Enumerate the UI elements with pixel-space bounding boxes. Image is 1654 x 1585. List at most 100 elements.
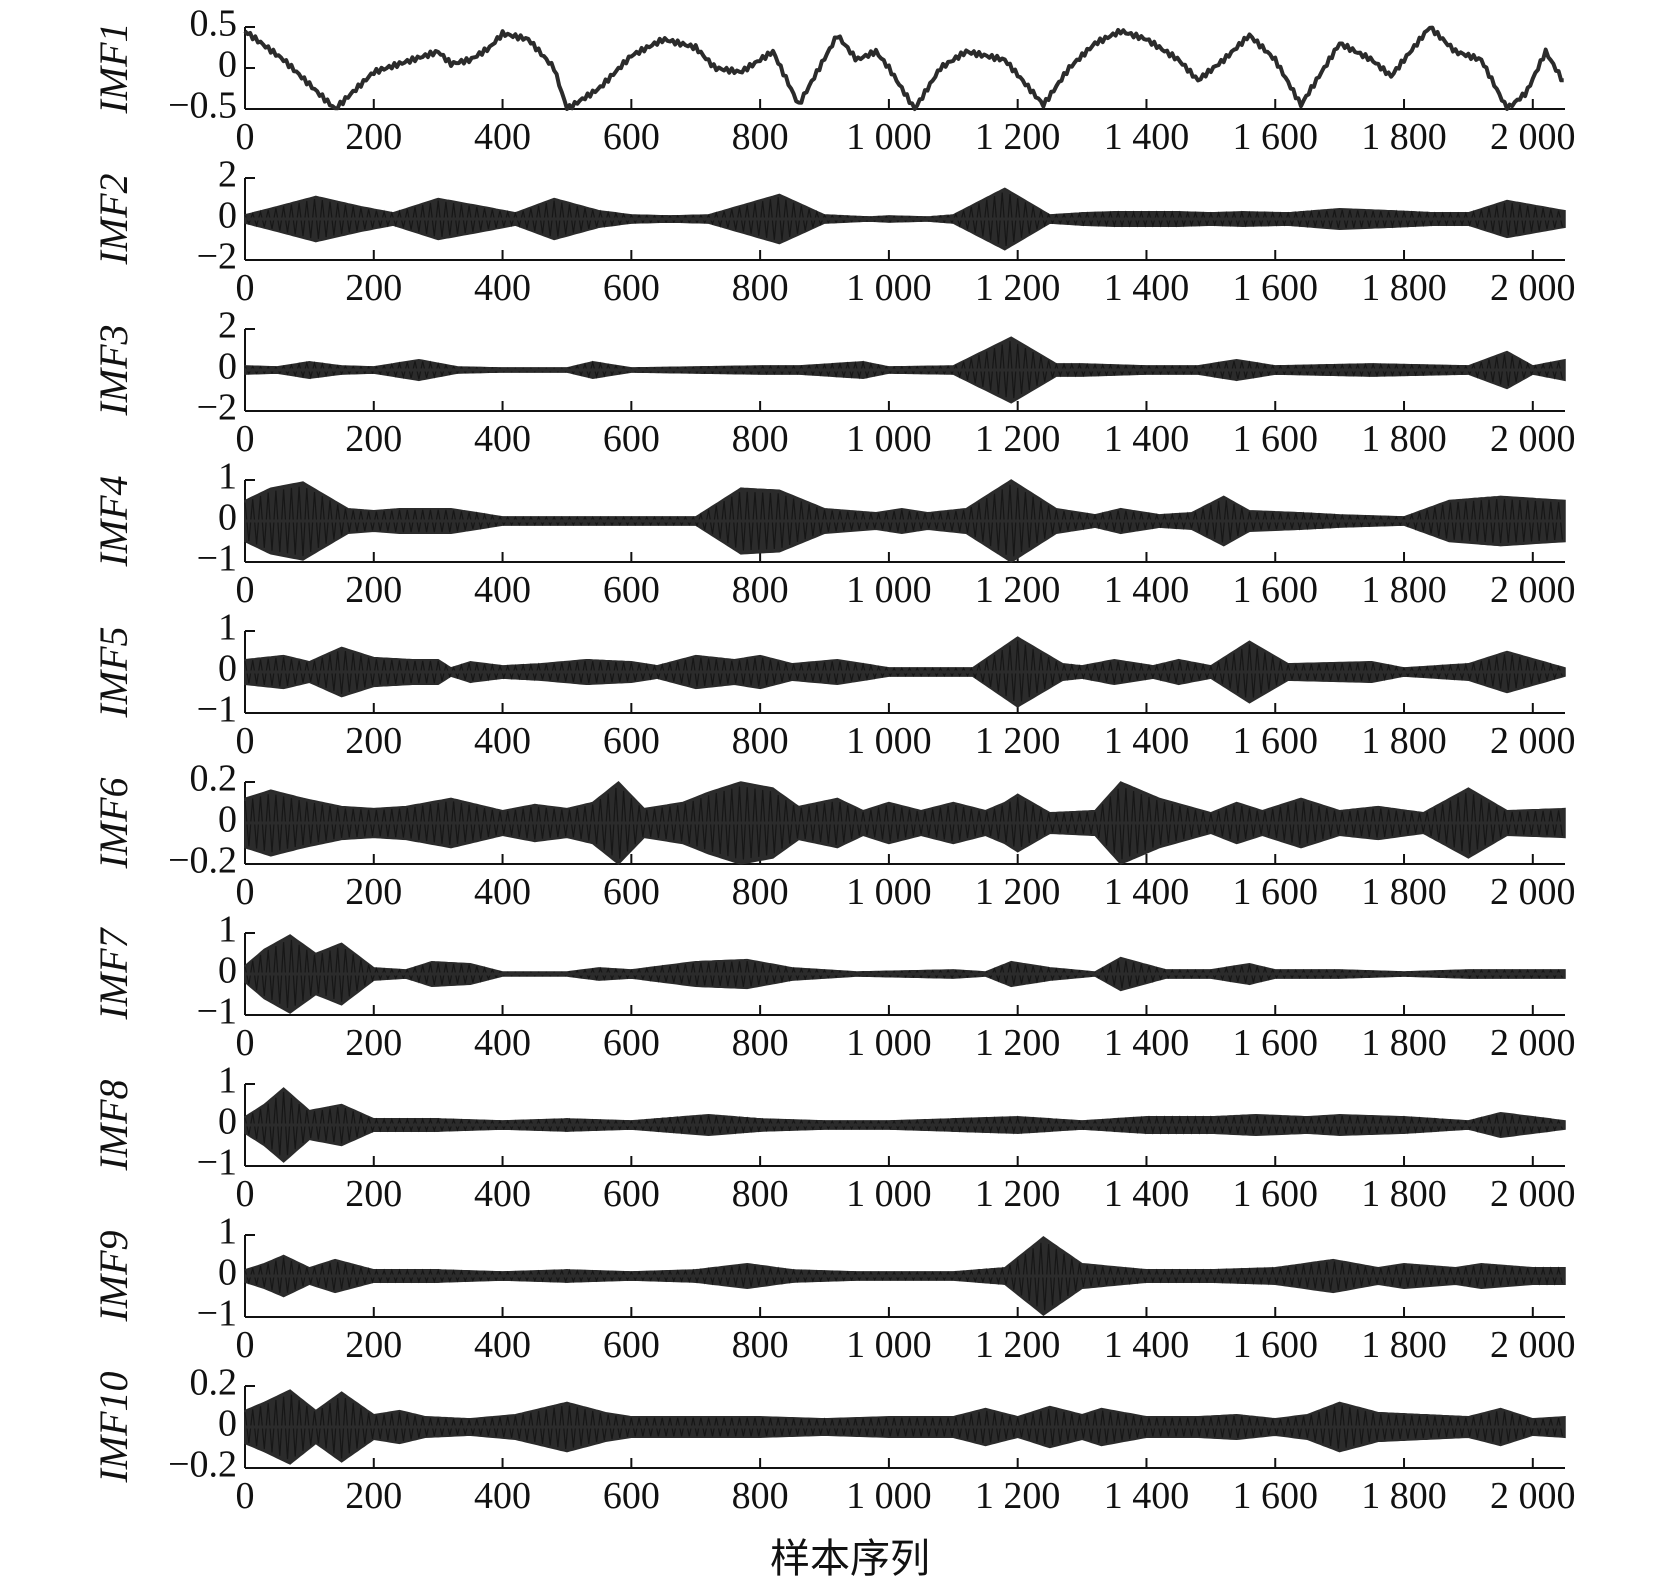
y-tick-label: 2 xyxy=(218,305,237,347)
x-axis-title: 样本序列 xyxy=(770,1536,930,1581)
x-tick-label: 1 400 xyxy=(1104,1173,1190,1215)
x-tick-label: 400 xyxy=(474,116,531,158)
y-tick-label: 0 xyxy=(218,195,237,237)
x-tick-label: 800 xyxy=(732,267,789,309)
x-tick-label: 200 xyxy=(345,569,402,611)
x-tick-label: 2 000 xyxy=(1490,1173,1576,1215)
panel-imf8: IMF8 10−10 200 400 600 800 1 000 1 200 1 400 1 60… xyxy=(91,1060,1575,1215)
y-tick-label: −0.2 xyxy=(168,840,237,882)
panel-imf3: IMF3 20−20 200 400 600 800 1 000 1 200 1 400 1 60… xyxy=(91,305,1575,460)
x-tick-label: 1 600 xyxy=(1232,1475,1318,1517)
y-tick-label: 1 xyxy=(218,456,237,498)
y-tick-label: 0.2 xyxy=(190,758,238,800)
series-label: IMF5 xyxy=(91,626,136,718)
x-tick-label: 1 600 xyxy=(1232,267,1318,309)
x-tick-label: 1 200 xyxy=(975,569,1061,611)
y-tick-label: −1 xyxy=(197,689,237,731)
x-tick-label: 0 xyxy=(236,1324,255,1366)
x-tick-label: 800 xyxy=(732,116,789,158)
x-tick-label: 1 200 xyxy=(975,116,1061,158)
series-line xyxy=(243,25,1564,111)
x-tick-label: 600 xyxy=(603,1022,660,1064)
x-tick-label: 400 xyxy=(474,1173,531,1215)
x-tick-label: 400 xyxy=(474,1475,531,1517)
x-tick-label: 1 000 xyxy=(846,871,932,913)
x-tick-label: 0 xyxy=(236,1022,255,1064)
x-tick-label: 1 800 xyxy=(1361,1173,1447,1215)
x-tick-label: 600 xyxy=(603,1324,660,1366)
x-tick-label: 2 000 xyxy=(1490,871,1576,913)
x-tick-label: 200 xyxy=(345,418,402,460)
x-tick-label: 600 xyxy=(603,1475,660,1517)
x-tick-label: 1 000 xyxy=(846,720,932,762)
y-tick-label: 2 xyxy=(218,154,237,196)
x-tick-label: 600 xyxy=(603,267,660,309)
x-tick-label: 0 xyxy=(236,418,255,460)
x-tick-label: 2 000 xyxy=(1490,1022,1576,1064)
y-tick-label: 0.5 xyxy=(190,3,238,45)
x-tick-label: 1 800 xyxy=(1361,116,1447,158)
y-tick-label: 0 xyxy=(218,1403,237,1445)
series-label: IMF7 xyxy=(91,926,136,1020)
panel-imf9: IMF9 10−10 200 400 600 800 1 000 1 200 1 400 1 60… xyxy=(91,1211,1575,1366)
x-tick-label: 800 xyxy=(732,1475,789,1517)
x-tick-label: 1 200 xyxy=(975,418,1061,460)
y-tick-label: 0 xyxy=(218,648,237,690)
y-tick-label: −1 xyxy=(197,1142,237,1184)
x-tick-label: 1 400 xyxy=(1104,1475,1190,1517)
x-tick-label: 1 800 xyxy=(1361,1475,1447,1517)
x-tick-label: 1 400 xyxy=(1104,418,1190,460)
x-tick-label: 0 xyxy=(236,871,255,913)
x-tick-label: 1 000 xyxy=(846,116,932,158)
y-tick-label: 1 xyxy=(218,1060,237,1102)
x-tick-label: 0 xyxy=(236,720,255,762)
x-tick-label: 600 xyxy=(603,720,660,762)
x-tick-label: 1 200 xyxy=(975,720,1061,762)
x-tick-label: 400 xyxy=(474,871,531,913)
x-tick-label: 200 xyxy=(345,720,402,762)
x-tick-label: 1 800 xyxy=(1361,1022,1447,1064)
x-tick-label: 200 xyxy=(345,1475,402,1517)
x-tick-label: 1 600 xyxy=(1232,1022,1318,1064)
x-tick-label: 800 xyxy=(732,720,789,762)
x-tick-label: 1 600 xyxy=(1232,871,1318,913)
x-tick-label: 1 600 xyxy=(1232,116,1318,158)
x-tick-label: 1 800 xyxy=(1361,569,1447,611)
x-tick-label: 0 xyxy=(236,569,255,611)
x-tick-label: 400 xyxy=(474,418,531,460)
x-tick-label: 800 xyxy=(732,569,789,611)
x-tick-label: 1 200 xyxy=(975,1475,1061,1517)
x-tick-label: 0 xyxy=(236,116,255,158)
x-tick-label: 800 xyxy=(732,1022,789,1064)
x-tick-label: 1 800 xyxy=(1361,1324,1447,1366)
x-tick-label: 2 000 xyxy=(1490,1475,1576,1517)
panel-imf10: IMF10 0.20−0.20 200 400 600 800 1 000 1 200 1 40… xyxy=(91,1362,1575,1517)
series-label: IMF4 xyxy=(91,475,136,567)
x-tick-label: 1 200 xyxy=(975,1022,1061,1064)
x-tick-label: 1 000 xyxy=(846,267,932,309)
y-tick-label: 0 xyxy=(218,497,237,539)
x-tick-label: 400 xyxy=(474,1022,531,1064)
panels-group: IMF1 0.50−0.50 200 400 600 800 1 000 1 200 1 400… xyxy=(91,3,1575,1517)
x-tick-label: 800 xyxy=(732,871,789,913)
x-tick-label: 1 800 xyxy=(1361,418,1447,460)
x-tick-label: 1 200 xyxy=(975,267,1061,309)
y-tick-label: 0 xyxy=(218,950,237,992)
panel-imf7: IMF7 10−10 200 400 600 800 1 000 1 200 1 400 1 60… xyxy=(91,909,1575,1064)
x-tick-label: 800 xyxy=(732,418,789,460)
x-tick-label: 1 000 xyxy=(846,1173,932,1215)
panel-imf4: IMF4 10−10 200 400 600 800 1 000 1 200 1 400 1 60… xyxy=(91,456,1575,611)
x-tick-label: 1 200 xyxy=(975,1173,1061,1215)
y-tick-label: −0.2 xyxy=(168,1444,237,1486)
panel-imf5: IMF5 10−10 200 400 600 800 1 000 1 200 1 400 1 60… xyxy=(91,607,1575,762)
y-tick-label: −0.5 xyxy=(168,85,237,127)
x-tick-label: 600 xyxy=(603,871,660,913)
x-tick-label: 800 xyxy=(732,1173,789,1215)
x-tick-label: 1 400 xyxy=(1104,720,1190,762)
x-tick-label: 1 800 xyxy=(1361,267,1447,309)
x-tick-label: 2 000 xyxy=(1490,267,1576,309)
y-tick-label: 0 xyxy=(218,346,237,388)
x-tick-label: 1 200 xyxy=(975,871,1061,913)
x-tick-label: 2 000 xyxy=(1490,1324,1576,1366)
y-tick-label: −1 xyxy=(197,1293,237,1335)
